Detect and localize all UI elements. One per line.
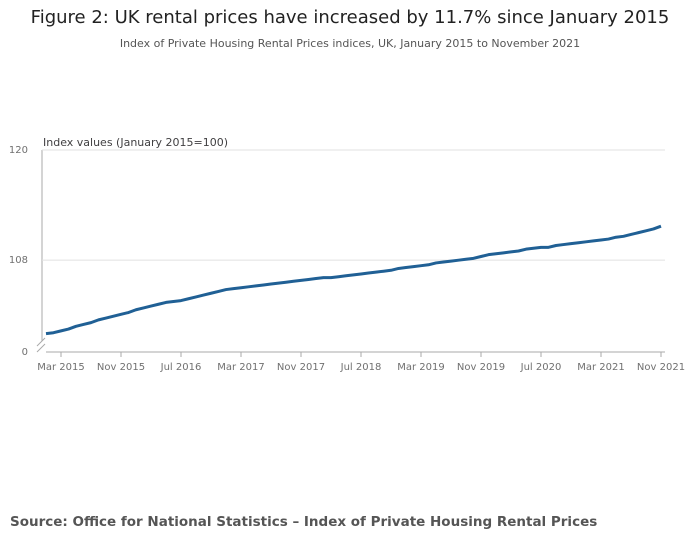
x-tick-label: Nov 2017: [277, 362, 325, 373]
x-tick-label: Nov 2021: [637, 362, 685, 373]
y-axis-label: Index values (January 2015=100): [43, 136, 228, 149]
x-tick-label: Jul 2020: [520, 362, 562, 373]
axis-break: [36, 343, 46, 353]
x-tick-label: Mar 2019: [397, 362, 445, 373]
x-tick-label: Mar 2015: [37, 362, 85, 373]
data-line: [45, 224, 662, 336]
axis-break: [36, 337, 46, 347]
chart-title: Figure 2: UK rental prices have increase…: [31, 7, 670, 28]
y-tick-label: 120: [9, 145, 28, 156]
x-tick-label: Nov 2019: [457, 362, 505, 373]
x-tick-label: Nov 2015: [97, 362, 145, 373]
y-tick-label: 0: [22, 347, 28, 358]
chart-subtitle: Index of Private Housing Rental Prices i…: [120, 37, 580, 50]
y-tick-label: 108: [9, 255, 28, 266]
x-tick-label: Jul 2018: [340, 362, 382, 373]
x-tick-label: Mar 2017: [217, 362, 265, 373]
x-tick-label: Mar 2021: [577, 362, 625, 373]
x-tick-label: Jul 2016: [160, 362, 202, 373]
source: Source: Office for National Statistics –…: [10, 514, 597, 530]
